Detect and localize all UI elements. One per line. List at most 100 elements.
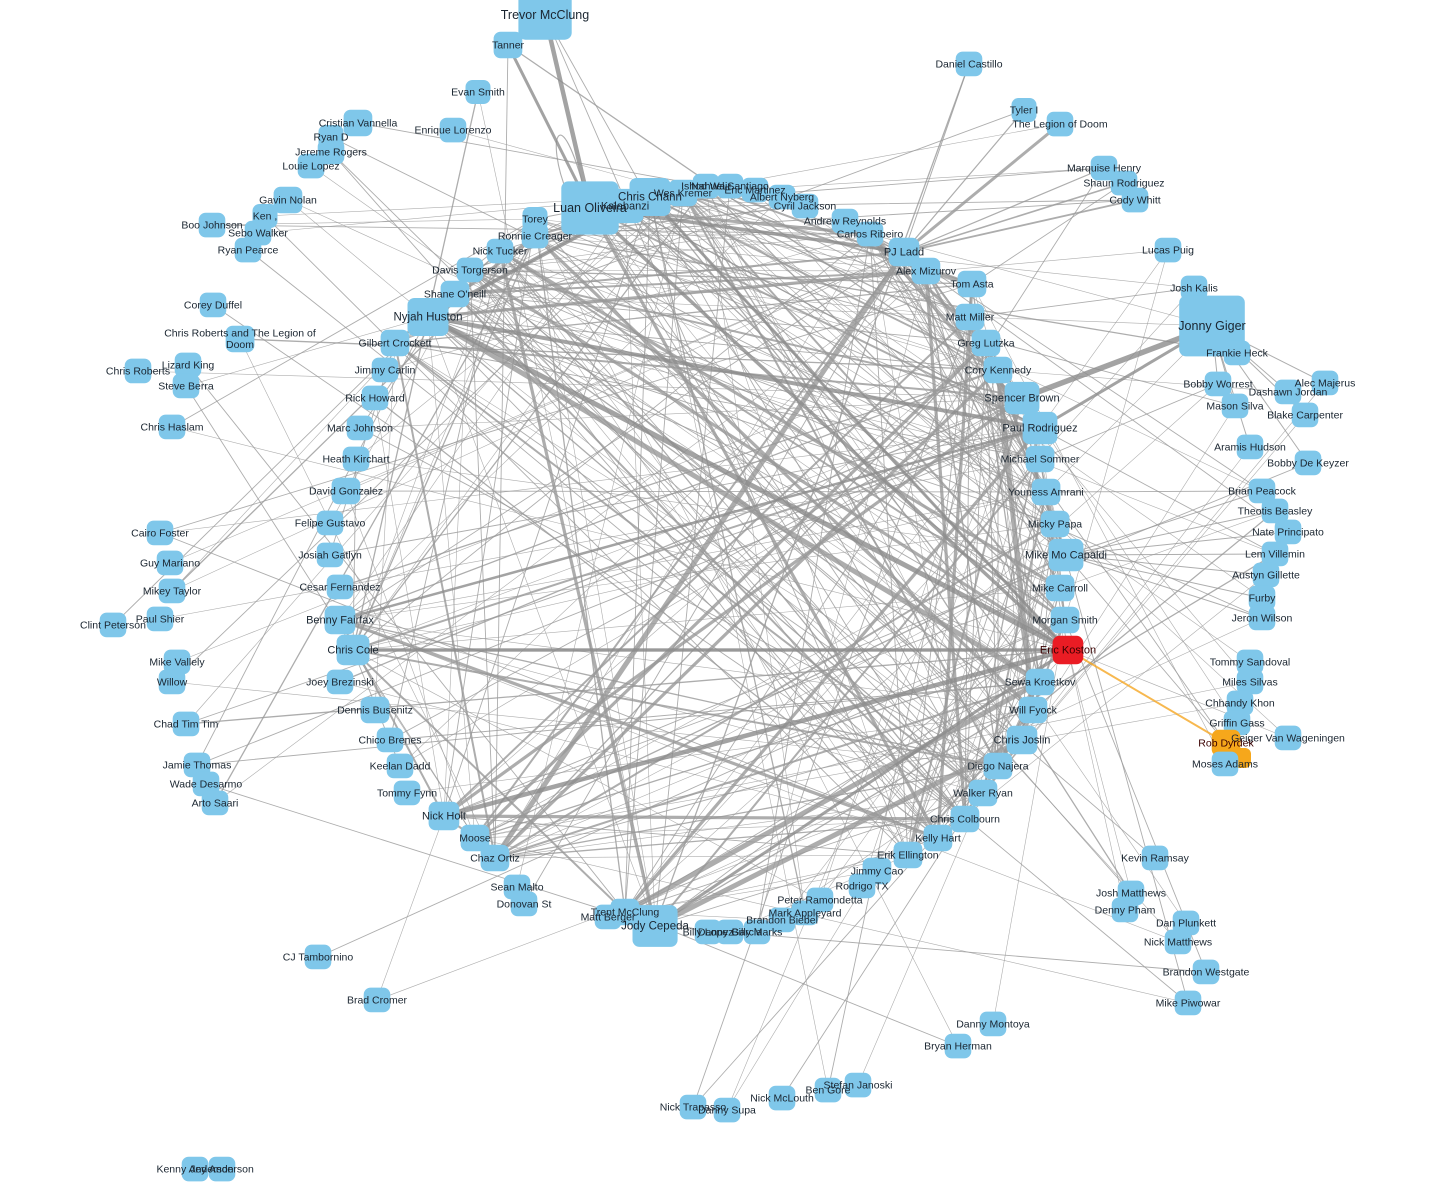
svg-text:Mike Carroll: Mike Carroll (1032, 582, 1088, 594)
svg-text:Jeron Wilson: Jeron Wilson (1232, 612, 1293, 624)
svg-text:Tom Asta: Tom Asta (950, 278, 993, 290)
svg-text:Ryan Pearce: Ryan Pearce (218, 244, 279, 256)
svg-text:Rob Dyrdek: Rob Dyrdek (1198, 737, 1254, 749)
svg-text:Donovan St: Donovan St (497, 898, 552, 910)
svg-text:Lucas Puig: Lucas Puig (1142, 244, 1194, 256)
svg-text:Mikey Taylor: Mikey Taylor (143, 585, 202, 597)
svg-text:Trent McClung: Trent McClung (591, 906, 660, 918)
svg-text:Griffin Gass: Griffin Gass (1209, 717, 1264, 729)
svg-text:Willow: Willow (157, 676, 188, 688)
svg-text:Felipe Gustavo: Felipe Gustavo (295, 517, 366, 529)
svg-text:Chris Joslin: Chris Joslin (994, 735, 1051, 747)
svg-text:Nate Principato: Nate Principato (1252, 526, 1324, 538)
svg-text:Davis Torgerson: Davis Torgerson (432, 264, 508, 276)
svg-text:Jody Cepeda: Jody Cepeda (621, 921, 689, 933)
svg-text:Walker Ryan: Walker Ryan (953, 787, 1013, 799)
svg-text:Cristian Vannella: Cristian Vannella (319, 117, 398, 129)
svg-text:Greg Lutzka: Greg Lutzka (957, 337, 1014, 349)
svg-text:Kelly Hart: Kelly Hart (915, 832, 961, 844)
svg-text:Dennis Busenitz: Dennis Busenitz (337, 704, 413, 716)
svg-text:Chris Haslam: Chris Haslam (140, 421, 203, 433)
svg-text:Heath Kirchart: Heath Kirchart (322, 453, 389, 465)
svg-text:Shaun Rodriguez: Shaun Rodriguez (1083, 177, 1164, 189)
svg-text:Gavin Nolan: Gavin Nolan (259, 194, 317, 206)
svg-text:Theotis Beasley: Theotis Beasley (1238, 505, 1313, 517)
svg-text:Nick Matthews: Nick Matthews (1144, 936, 1212, 948)
svg-text:Josh Kalis: Josh Kalis (1170, 282, 1218, 294)
svg-text:Rodrigo TX: Rodrigo TX (836, 880, 889, 892)
svg-text:Chris Colbourn: Chris Colbourn (930, 813, 1000, 825)
svg-text:Jereme Rogers: Jereme Rogers (295, 146, 367, 158)
svg-text:Arto Saari: Arto Saari (192, 797, 239, 809)
svg-text:Corey Duffel: Corey Duffel (184, 299, 242, 311)
svg-text:Mark Appleyard: Mark Appleyard (769, 907, 842, 919)
svg-text:Youness Amrani: Youness Amrani (1008, 486, 1084, 498)
svg-text:Nick McLouth: Nick McLouth (750, 1092, 814, 1104)
svg-text:Jimmy Cao: Jimmy Cao (851, 865, 904, 877)
svg-text:Danny Supa: Danny Supa (698, 1104, 756, 1116)
svg-text:Moose: Moose (459, 832, 491, 844)
svg-text:Mike Vallely: Mike Vallely (149, 656, 205, 668)
svg-text:Nick Holt: Nick Holt (422, 811, 466, 823)
svg-text:Michael Sommer: Michael Sommer (1001, 453, 1080, 465)
svg-text:David Gonzalez: David Gonzalez (309, 485, 383, 497)
svg-text:Eric Koston: Eric Koston (1040, 645, 1096, 657)
svg-text:Micky Papa: Micky Papa (1028, 518, 1082, 530)
svg-text:Peter Ramondetta: Peter Ramondetta (777, 894, 862, 906)
svg-text:Billy Marks: Billy Marks (732, 926, 783, 938)
svg-text:Marc Johnson: Marc Johnson (327, 422, 393, 434)
svg-text:Sewa Kroetkov: Sewa Kroetkov (1005, 676, 1076, 688)
svg-text:Josiah Gatlyn: Josiah Gatlyn (298, 549, 362, 561)
svg-text:Moses Adams: Moses Adams (1192, 758, 1258, 770)
svg-text:Brad Cromer: Brad Cromer (347, 994, 408, 1006)
svg-text:Tanner: Tanner (492, 39, 525, 51)
svg-text:Chico Brenes: Chico Brenes (358, 734, 421, 746)
svg-text:Nyjah Huston: Nyjah Huston (393, 312, 462, 324)
svg-text:The Legion of Doom: The Legion of Doom (1012, 118, 1107, 130)
svg-text:Will Fyock: Will Fyock (1009, 704, 1058, 716)
svg-text:Furby: Furby (1249, 592, 1277, 604)
svg-text:Chad Tim Tim: Chad Tim Tim (154, 718, 219, 730)
svg-text:Tommy Sandoval: Tommy Sandoval (1210, 656, 1291, 668)
svg-text:Tyler I: Tyler I (1010, 104, 1039, 116)
svg-text:Chhandy Khon: Chhandy Khon (1205, 697, 1275, 709)
svg-text:Louie Lopez: Louie Lopez (282, 160, 339, 172)
svg-text:Cody Whitt: Cody Whitt (1109, 194, 1160, 206)
svg-text:Tommy Fynn: Tommy Fynn (377, 787, 437, 799)
svg-text:Frankie Heck: Frankie Heck (1206, 347, 1269, 359)
svg-text:Diego Najera: Diego Najera (967, 760, 1028, 772)
svg-text:Sean Malto: Sean Malto (490, 881, 543, 893)
svg-text:Bobby De Keyzer: Bobby De Keyzer (1267, 457, 1349, 469)
svg-text:Chris Roberts and The Legion o: Chris Roberts and The Legion of (164, 328, 316, 340)
svg-text:Lem Villemin: Lem Villemin (1245, 548, 1305, 560)
svg-text:Doom: Doom (226, 339, 254, 351)
svg-text:Erik Ellington: Erik Ellington (877, 849, 938, 861)
svg-text:Cesar Fernandez: Cesar Fernandez (299, 581, 380, 593)
svg-text:Mike Piwowar: Mike Piwowar (1156, 997, 1221, 1009)
svg-text:Chris Cole: Chris Cole (327, 645, 378, 657)
svg-text:Denny Pham: Denny Pham (1095, 904, 1156, 916)
svg-text:Andrew Reynolds: Andrew Reynolds (804, 215, 886, 227)
svg-text:Kalabanzi: Kalabanzi (601, 201, 649, 213)
svg-text:Ken ,: Ken , (253, 210, 278, 222)
svg-text:Benny Fairfax: Benny Fairfax (306, 615, 374, 627)
svg-text:Joey Brezinski: Joey Brezinski (306, 676, 374, 688)
svg-text:Aramis Hudson: Aramis Hudson (1214, 441, 1286, 453)
svg-text:Keelan Dadd: Keelan Dadd (370, 760, 431, 772)
svg-text:Mason Silva: Mason Silva (1206, 400, 1263, 412)
svg-text:Shane O'neill: Shane O'neill (424, 288, 486, 300)
svg-text:Stefan Janoski: Stefan Janoski (824, 1079, 893, 1091)
svg-text:Steve Berra: Steve Berra (158, 380, 214, 392)
svg-text:Mike Mo Capaldi: Mike Mo Capaldi (1025, 550, 1107, 562)
svg-text:Austyn Gillette: Austyn Gillette (1232, 569, 1300, 581)
svg-text:Jey Anderson: Jey Anderson (190, 1163, 254, 1175)
svg-text:Alec Majerus: Alec Majerus (1295, 377, 1356, 389)
svg-text:Nick Tucker: Nick Tucker (473, 245, 528, 257)
svg-text:Chaz Ortiz: Chaz Ortiz (470, 852, 520, 864)
svg-text:Jimmy Carlin: Jimmy Carlin (355, 364, 416, 376)
svg-text:Carlos Ribeiro: Carlos Ribeiro (837, 228, 904, 240)
svg-text:PJ Ladd: PJ Ladd (884, 247, 924, 259)
svg-text:Lizard King: Lizard King (162, 359, 215, 371)
svg-text:Marquise Henry: Marquise Henry (1067, 162, 1142, 174)
svg-text:Jonny Giger: Jonny Giger (1178, 319, 1245, 333)
